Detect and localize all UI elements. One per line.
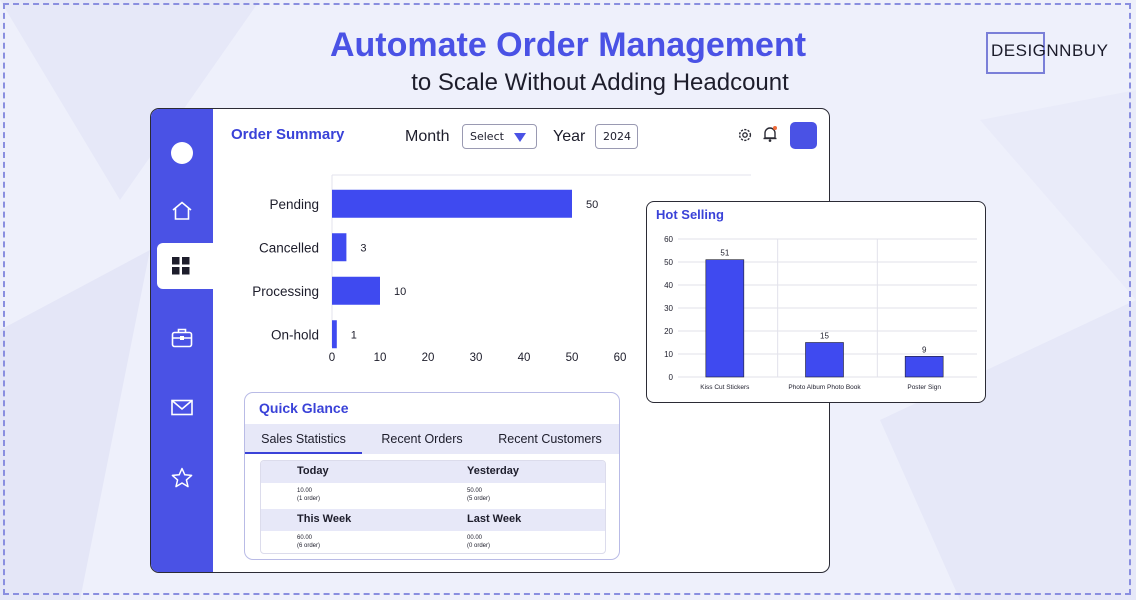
quick-glance-tabs: Sales Statistics Recent Orders Recent Cu…	[245, 424, 619, 454]
month-label: Month	[405, 128, 450, 145]
hot-selling-title: Hot Selling	[656, 207, 724, 222]
month-select-value: Select	[470, 130, 504, 143]
star-icon	[171, 467, 193, 488]
bar-processing	[332, 276, 380, 305]
stat-note-last-week: (0 order)	[467, 543, 491, 549]
dashboard-grid-icon	[172, 257, 190, 275]
quick-glance-title: Quick Glance	[259, 400, 349, 416]
x-tick-label: 0	[329, 352, 335, 364]
quick-glance-panel: Quick Glance Sales Statistics Recent Ord…	[244, 392, 620, 560]
bell-icon[interactable]	[762, 125, 778, 143]
x-tick-label: Photo Album Photo Book	[788, 384, 861, 391]
page-subtitle: to Scale Without Adding Headcount	[411, 69, 789, 96]
x-tick-label: 10	[374, 352, 387, 364]
bar-cancelled	[332, 233, 347, 262]
sidebar-item-dashboard[interactable]	[157, 243, 213, 289]
x-tick-label: Poster Sign	[907, 384, 941, 391]
data-label: 3	[360, 242, 366, 254]
table-header-row: This Week Last Week	[261, 509, 605, 531]
stat-label-last-week: Last Week	[467, 513, 522, 525]
x-tick-label: 60	[614, 352, 627, 364]
brand-name: DESIGNNBUY	[991, 41, 1109, 60]
y-tick-label: 0	[669, 373, 674, 382]
bar-on-hold	[332, 320, 337, 349]
sidebar-item-messages[interactable]	[151, 389, 213, 429]
x-tick-label: 30	[470, 352, 483, 364]
tab-recent-orders[interactable]: Recent Orders	[381, 432, 463, 446]
chevron-down-icon	[514, 133, 526, 142]
category-label: On-hold	[271, 327, 319, 342]
sidebar-item-favorites[interactable]	[151, 457, 213, 497]
data-label: 10	[394, 286, 406, 298]
stat-note-today: (1 order)	[297, 496, 321, 502]
hot-selling-card: Hot Selling 0 10 20 30 40 50 60 51 Kiss Cut Stic…	[646, 201, 986, 403]
year-select[interactable]: 2024	[595, 124, 638, 149]
stat-note-yesterday: (5 order)	[467, 496, 491, 502]
year-select-value: 2024	[603, 130, 631, 143]
table-header-row: Today Yesterday	[261, 461, 605, 483]
sidebar	[151, 109, 213, 572]
tab-sales-statistics[interactable]: Sales Statistics	[245, 424, 362, 454]
briefcase-icon	[171, 328, 193, 348]
y-tick-label: 40	[664, 281, 673, 290]
page-title: Automate Order Management	[329, 26, 807, 64]
stat-value-today: 10.00	[297, 488, 313, 494]
y-tick-label: 20	[664, 327, 673, 336]
sidebar-item-home[interactable]	[151, 191, 213, 231]
brand-logo: DESIGNNBUY	[986, 32, 1110, 74]
bar-poster-sign	[904, 356, 944, 378]
stat-value-this-week: 60.00	[297, 535, 313, 541]
y-tick-label: 30	[664, 304, 673, 313]
bar-kiss-cut-stickers	[705, 259, 745, 378]
year-label: Year	[553, 128, 586, 145]
data-label: 9	[922, 345, 927, 354]
profile-avatar[interactable]	[790, 122, 817, 149]
sidebar-item-orders[interactable]	[151, 317, 213, 357]
stat-value-yesterday: 50.00	[467, 488, 483, 494]
user-avatar[interactable]	[171, 142, 193, 164]
x-tick-label: 20	[422, 352, 435, 364]
hot-selling-chart: 0 10 20 30 40 50 60 51 Kiss Cut Stickers 15 Photo …	[664, 235, 977, 391]
y-tick-label: 60	[664, 235, 673, 244]
stat-note-this-week: (6 order)	[297, 543, 321, 549]
x-tick-label: 50	[566, 352, 579, 364]
settings-icon[interactable]	[737, 127, 753, 143]
stat-label-today: Today	[297, 465, 329, 477]
category-label: Pending	[269, 197, 319, 212]
data-label: 1	[351, 329, 357, 341]
order-summary-title: Order Summary	[231, 126, 345, 143]
y-tick-label: 10	[664, 350, 673, 359]
stat-value-last-week: 00.00	[467, 535, 483, 541]
sales-statistics-table: Today Yesterday 10.00 (1 order) 50.00 (5…	[260, 460, 606, 554]
category-label: Processing	[252, 284, 319, 299]
brand-logo-box	[986, 32, 1045, 74]
data-label: 15	[820, 332, 829, 341]
month-select[interactable]: Select	[462, 124, 537, 149]
x-tick-label: 40	[518, 352, 531, 364]
x-tick-label: Kiss Cut Stickers	[700, 384, 750, 391]
data-label: 50	[586, 199, 598, 211]
home-icon	[172, 201, 192, 220]
mail-icon	[171, 399, 193, 416]
bar-photo-album-photo-book	[805, 342, 844, 378]
bar-pending	[332, 189, 572, 218]
data-label: 51	[720, 249, 729, 258]
y-tick-label: 50	[664, 258, 673, 267]
category-label: Cancelled	[259, 240, 319, 255]
stat-label-this-week: This Week	[297, 513, 352, 525]
stat-label-yesterday: Yesterday	[467, 465, 519, 477]
tab-recent-customers[interactable]: Recent Customers	[498, 432, 602, 446]
